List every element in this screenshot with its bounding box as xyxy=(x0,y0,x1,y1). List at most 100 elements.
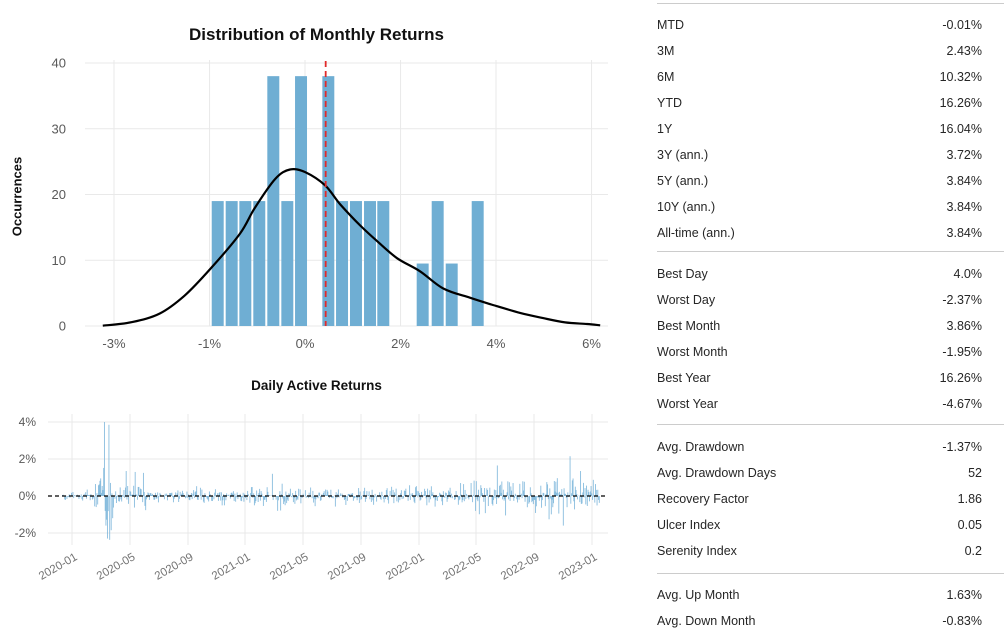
stat-label: 10Y (ann.) xyxy=(657,200,716,214)
stat-value: 52 xyxy=(968,466,982,480)
stat-row: 6M 10.32% xyxy=(657,64,1004,90)
kde-curve xyxy=(102,167,601,327)
stats-section: Avg. Up Month 1.63% Avg. Down Month -0.83% xyxy=(657,573,1004,634)
stat-value: -1.37% xyxy=(942,440,982,454)
stat-label: All-time (ann.) xyxy=(657,226,735,240)
stat-label: Best Month xyxy=(657,319,721,333)
histogram-bar xyxy=(350,201,362,326)
stat-label: Best Year xyxy=(657,371,711,385)
stat-value: -0.83% xyxy=(942,614,982,628)
daily-active-returns-chart: 4% 2% 0% -2%2020-01 2020-05 2020-09 2021-01 202… xyxy=(15,414,608,583)
stat-row: Worst Month -1.95% xyxy=(657,339,1004,365)
stat-row: YTD 16.26% xyxy=(657,90,1004,116)
stat-label: YTD xyxy=(657,96,682,110)
stat-row: Best Month 3.86% xyxy=(657,313,1004,339)
stat-label: Avg. Drawdown xyxy=(657,440,745,454)
date-tick-label: 2021-01 xyxy=(210,551,253,583)
daily-return-bars xyxy=(62,422,600,540)
stat-label: Avg. Drawdown Days xyxy=(657,466,777,480)
x-tick-label: -3% xyxy=(102,336,126,351)
histogram-bar xyxy=(225,201,238,326)
y-tick-label: 10 xyxy=(52,253,66,268)
y-tick-label: 30 xyxy=(52,121,66,136)
stat-label: MTD xyxy=(657,18,685,32)
stat-label: Worst Day xyxy=(657,293,716,307)
stat-label: Recovery Factor xyxy=(657,492,749,506)
stat-row: All-time (ann.) 3.84% xyxy=(657,220,1004,246)
x-tick-label: -1% xyxy=(198,336,222,351)
stat-row: Serenity Index 0.2 xyxy=(657,538,1004,564)
monthly-returns-histogram: -3% -1% 0% 2% 4% 6% 0 10 20 30 40 xyxy=(52,56,608,351)
x-tick-label: 6% xyxy=(582,336,601,351)
date-tick-label: 2022-09 xyxy=(499,551,542,583)
histogram-bar xyxy=(281,201,294,326)
section-divider xyxy=(657,251,1004,252)
stat-value: 0.05 xyxy=(957,518,982,532)
stat-value: -4.67% xyxy=(942,397,982,411)
histogram-title: Distribution of Monthly Returns xyxy=(189,25,444,44)
stat-row: 3Y (ann.) 3.72% xyxy=(657,142,1004,168)
histogram-bar xyxy=(239,201,252,326)
stat-label: Ulcer Index xyxy=(657,518,721,532)
stat-value: 16.26% xyxy=(939,96,982,110)
stat-label: 3M xyxy=(657,44,675,58)
y-tick-label: 4% xyxy=(19,415,37,429)
stat-row: Worst Day -2.37% xyxy=(657,287,1004,313)
date-tick-label: 2021-05 xyxy=(268,551,311,583)
stat-row: Best Year 16.26% xyxy=(657,365,1004,391)
histogram-bar xyxy=(377,201,390,326)
histogram-bar xyxy=(471,201,484,326)
stats-panel: MTD -0.01% 3M 2.43% 6M 10.32% YTD 16.26% 1Y 16.04… xyxy=(657,3,1004,634)
section-divider xyxy=(657,424,1004,425)
x-tick-label: 4% xyxy=(487,336,506,351)
stat-row: 1Y 16.04% xyxy=(657,116,1004,142)
stat-row: 5Y (ann.) 3.84% xyxy=(657,168,1004,194)
charts-column: Distribution of Monthly Returns Occurren… xyxy=(10,25,608,583)
stat-value: 1.86 xyxy=(957,492,982,506)
histogram-bar xyxy=(336,201,349,326)
histogram-bar xyxy=(431,201,444,326)
date-tick-label: 2020-05 xyxy=(95,551,138,583)
x-tick-label: 0% xyxy=(296,336,315,351)
histogram-bar xyxy=(364,201,376,326)
histogram-bar xyxy=(322,76,335,327)
y-tick-label: 0% xyxy=(19,489,37,503)
stat-label: Avg. Up Month xyxy=(657,588,740,602)
date-tick-label: 2020-09 xyxy=(153,551,196,583)
stat-row: Best Day 4.0% xyxy=(657,261,1004,287)
stat-label: 5Y (ann.) xyxy=(657,174,709,188)
stat-value: -1.95% xyxy=(942,345,982,359)
stat-label: 6M xyxy=(657,70,675,84)
stat-value: 3.84% xyxy=(946,200,982,214)
stat-label: Worst Month xyxy=(657,345,728,359)
y-tick-label: 0 xyxy=(59,319,66,334)
stat-value: 0.2 xyxy=(964,544,982,558)
stat-value: 3.72% xyxy=(946,148,982,162)
stat-value: 3.84% xyxy=(946,226,982,240)
stat-label: Avg. Down Month xyxy=(657,614,756,628)
stat-label: 1Y xyxy=(657,122,673,136)
stat-value: -2.37% xyxy=(942,293,982,307)
stat-row: Avg. Up Month 1.63% xyxy=(657,582,1004,608)
date-tick-label: 2022-01 xyxy=(384,551,427,583)
stat-row: Recovery Factor 1.86 xyxy=(657,486,1004,512)
section-divider xyxy=(657,573,1004,574)
y-tick-label: 20 xyxy=(52,187,66,202)
section-divider xyxy=(657,3,1004,4)
stats-section: MTD -0.01% 3M 2.43% 6M 10.32% YTD 16.26% 1Y 16.04… xyxy=(657,3,1004,246)
stat-label: 3Y (ann.) xyxy=(657,148,709,162)
stat-value: 16.04% xyxy=(939,122,982,136)
stats-section: Best Day 4.0% Worst Day -2.37% Best Month 3.8… xyxy=(657,251,1004,417)
x-tick-label: 2% xyxy=(391,336,410,351)
stat-label: Worst Year xyxy=(657,397,718,411)
histogram-bar xyxy=(295,76,308,327)
stat-row: Ulcer Index 0.05 xyxy=(657,512,1004,538)
stat-row: 3M 2.43% xyxy=(657,38,1004,64)
stats-section: Avg. Drawdown -1.37% Avg. Drawdown Days 52 R… xyxy=(657,424,1004,564)
stat-value: 16.26% xyxy=(939,371,982,385)
stat-row: Avg. Down Month -0.83% xyxy=(657,608,1004,634)
stat-label: Serenity Index xyxy=(657,544,737,558)
date-tick-label: 2022-05 xyxy=(441,551,484,583)
stat-value: 1.63% xyxy=(946,588,982,602)
y-tick-label: 40 xyxy=(52,56,66,71)
